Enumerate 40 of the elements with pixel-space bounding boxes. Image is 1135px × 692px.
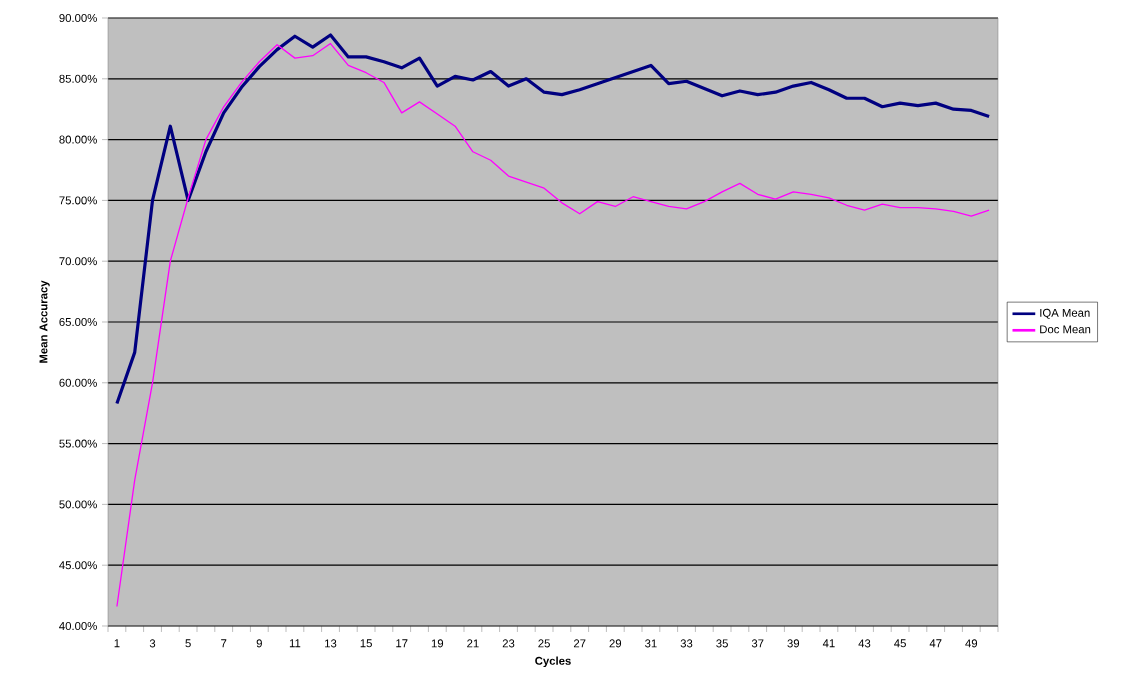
x-tick-label: 45 xyxy=(894,639,906,648)
x-tick-label: 47 xyxy=(929,639,942,648)
y-tick-label: 90.00% xyxy=(59,14,97,22)
x-tick-label: 37 xyxy=(751,639,764,648)
x-tick-label: 33 xyxy=(680,639,693,648)
x-axis-title: Cycles xyxy=(535,656,571,668)
y-tick-label: 75.00% xyxy=(59,196,97,205)
y-tick-label: 40.00% xyxy=(59,621,97,630)
y-tick-label: 65.00% xyxy=(59,317,97,326)
x-tick-label: 9 xyxy=(256,639,262,648)
x-tick-label: 31 xyxy=(645,639,657,648)
x-tick-label: 35 xyxy=(716,639,728,648)
x-tick-label: 11 xyxy=(289,639,301,648)
legend-label: Doc Mean xyxy=(1040,325,1091,334)
x-tick-label: 23 xyxy=(502,639,515,648)
x-tick-label: 17 xyxy=(396,639,408,648)
y-tick-label: 70.00% xyxy=(59,257,97,266)
y-tick-label: 55.00% xyxy=(59,439,97,448)
y-tick-label: 85.00% xyxy=(59,74,97,83)
x-tick-label: 19 xyxy=(431,639,444,648)
x-tick-label: 7 xyxy=(221,639,227,648)
x-tick-label: 43 xyxy=(858,639,871,648)
x-tick-label: 21 xyxy=(467,639,479,648)
x-tick-label: 3 xyxy=(149,639,156,648)
y-tick-label: 60.00% xyxy=(59,378,97,387)
y-tick-label: 50.00% xyxy=(59,500,97,509)
x-tick-label: 27 xyxy=(573,639,586,648)
x-tick-label: 1 xyxy=(114,639,120,648)
x-tick-label: 39 xyxy=(787,639,800,648)
x-tick-label: 25 xyxy=(538,639,550,648)
legend-label: IQA Mean xyxy=(1040,308,1090,319)
y-tick-label: 80.00% xyxy=(59,135,97,144)
y-axis-title: Mean Accuracy xyxy=(39,280,50,363)
x-tick-label: 15 xyxy=(360,639,372,648)
x-tick-label: 41 xyxy=(822,639,835,648)
x-tick-label: 5 xyxy=(185,639,191,648)
x-tick-label: 13 xyxy=(325,639,337,648)
x-tick-label: 29 xyxy=(609,639,622,648)
y-tick-label: 45.00% xyxy=(59,561,97,570)
x-tick-label: 49 xyxy=(965,639,978,648)
